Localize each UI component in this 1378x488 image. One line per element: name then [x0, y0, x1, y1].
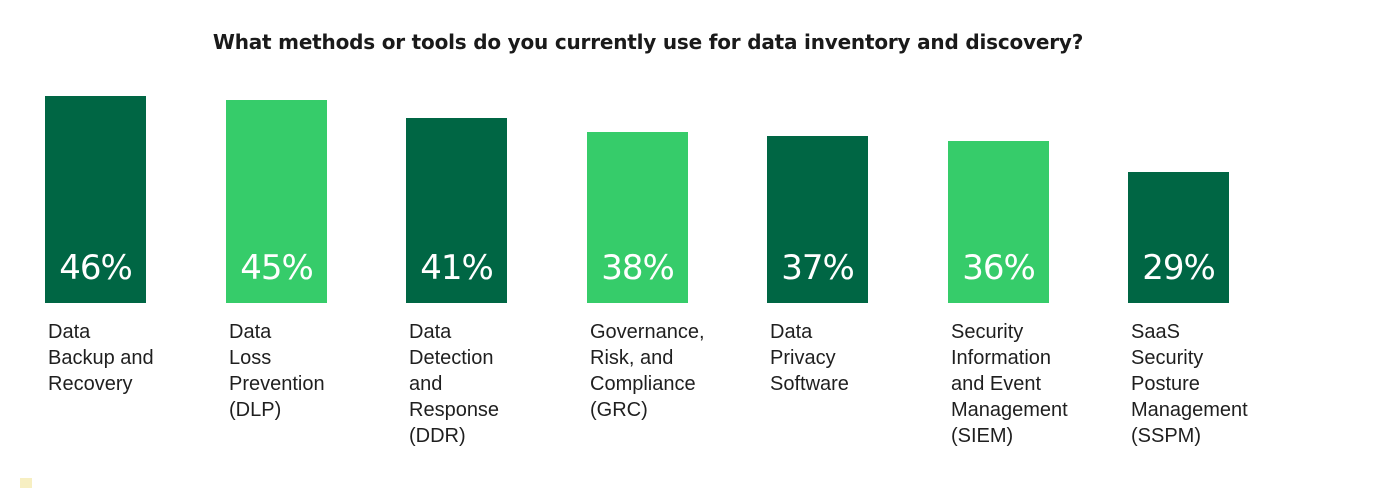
category-label-line: Data: [409, 321, 452, 343]
bar: 38%: [587, 132, 688, 303]
category-label-line: Management: [1131, 399, 1248, 421]
category-label-line: Loss: [229, 347, 272, 369]
category-label-line: Management: [951, 399, 1068, 421]
category-label-line: Backup and: [48, 347, 154, 369]
bar-value-label: 36%: [962, 248, 1036, 288]
category-label-line: Privacy: [770, 347, 836, 369]
category-label-line: and: [409, 373, 443, 395]
category-label: Data Backup and Recovery: [48, 319, 228, 397]
bar: 46%: [45, 96, 146, 303]
category-label: Data Privacy Software: [770, 319, 950, 397]
category-label-line: Risk, and: [590, 347, 674, 369]
bar-value-label: 38%: [601, 248, 675, 288]
category-label-line: Posture: [1131, 373, 1200, 395]
category-label-line: Security: [951, 321, 1024, 343]
category-label-line: Recovery: [48, 373, 133, 395]
category-label-line: (GRC): [590, 399, 648, 421]
bar: 36%: [948, 141, 1049, 303]
category-label: Security Information and Event Management (S…: [951, 319, 1131, 449]
category-label-line: Security: [1131, 347, 1204, 369]
category-label: Data Loss Prevention (DLP): [229, 319, 409, 423]
category-label-line: and Event: [951, 373, 1042, 395]
category-label-line: Prevention: [229, 373, 325, 395]
category-label: Data Detection and Response (DDR): [409, 319, 589, 449]
category-label-line: (DDR): [409, 425, 466, 447]
category-label-line: Response: [409, 399, 500, 421]
category-label-line: (SIEM): [951, 425, 1014, 447]
category-label-line: Data: [770, 321, 813, 343]
bar: 29%: [1128, 172, 1229, 303]
category-label-line: Governance,: [590, 321, 705, 343]
bar: 37%: [767, 136, 868, 303]
category-label-line: Compliance: [590, 373, 696, 395]
category-label-line: Data: [48, 321, 91, 343]
bar-value-label: 46%: [59, 248, 133, 288]
category-label-line: Data: [229, 321, 272, 343]
bar-value-label: 41%: [420, 248, 494, 288]
category-label-line: Software: [770, 373, 849, 395]
bar-value-label: 29%: [1142, 248, 1216, 288]
bar: 45%: [226, 100, 327, 303]
bar-value-label: 45%: [240, 248, 314, 288]
corner-mark: [20, 478, 32, 488]
category-label-line: Detection: [409, 347, 494, 369]
category-label-line: SaaS: [1131, 321, 1180, 343]
bar-value-label: 37%: [781, 248, 855, 288]
chart-title: What methods or tools do you currently u…: [212, 30, 1084, 54]
category-label: Governance, Risk, and Compliance (GRC): [590, 319, 770, 423]
category-label: SaaS Security Posture Management (SSPM): [1131, 319, 1311, 449]
category-label-line: (DLP): [229, 399, 282, 421]
bar: 41%: [406, 118, 507, 303]
category-label-line: Information: [951, 347, 1052, 369]
category-label-line: (SSPM): [1131, 425, 1201, 447]
